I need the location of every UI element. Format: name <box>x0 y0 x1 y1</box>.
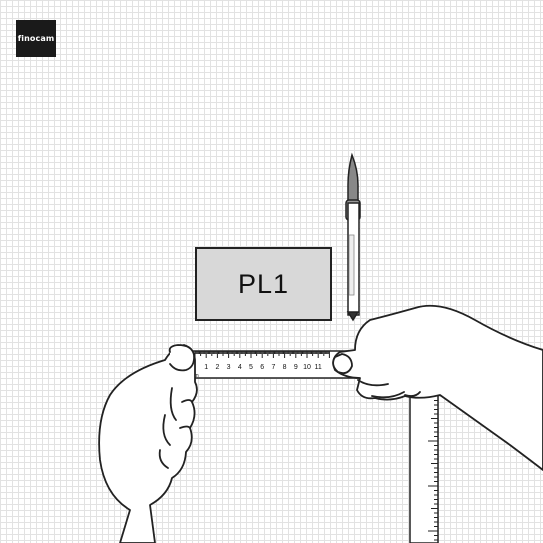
ruler-tick-label: 6 <box>260 364 264 371</box>
pl1-box: PL1 <box>195 247 332 321</box>
logo-text: finocam <box>17 34 55 43</box>
ruler-tick-label: 1 <box>204 364 208 371</box>
ruler-tick-label: 2 <box>215 364 219 371</box>
ruler-tick-label: 4 <box>238 364 242 371</box>
finocam-logo: finocam <box>16 20 56 57</box>
left-hand-icon <box>98 344 198 543</box>
ruler-tick-label: 8 <box>283 364 287 371</box>
ruler-tick-label: 11 <box>315 364 322 371</box>
pen-icon <box>345 152 361 322</box>
ruler-tick-label: 10 <box>303 364 311 371</box>
ruler-tick-label: 9 <box>294 364 298 371</box>
ruler-tick-label: 7 <box>271 364 275 371</box>
ruler-tick-label: 5 <box>249 364 253 371</box>
ruler-tick-label: 3 <box>227 364 231 371</box>
right-hand-icon <box>332 304 543 471</box>
vertical-ruler <box>409 389 439 543</box>
pl1-label: PL1 <box>237 268 290 299</box>
